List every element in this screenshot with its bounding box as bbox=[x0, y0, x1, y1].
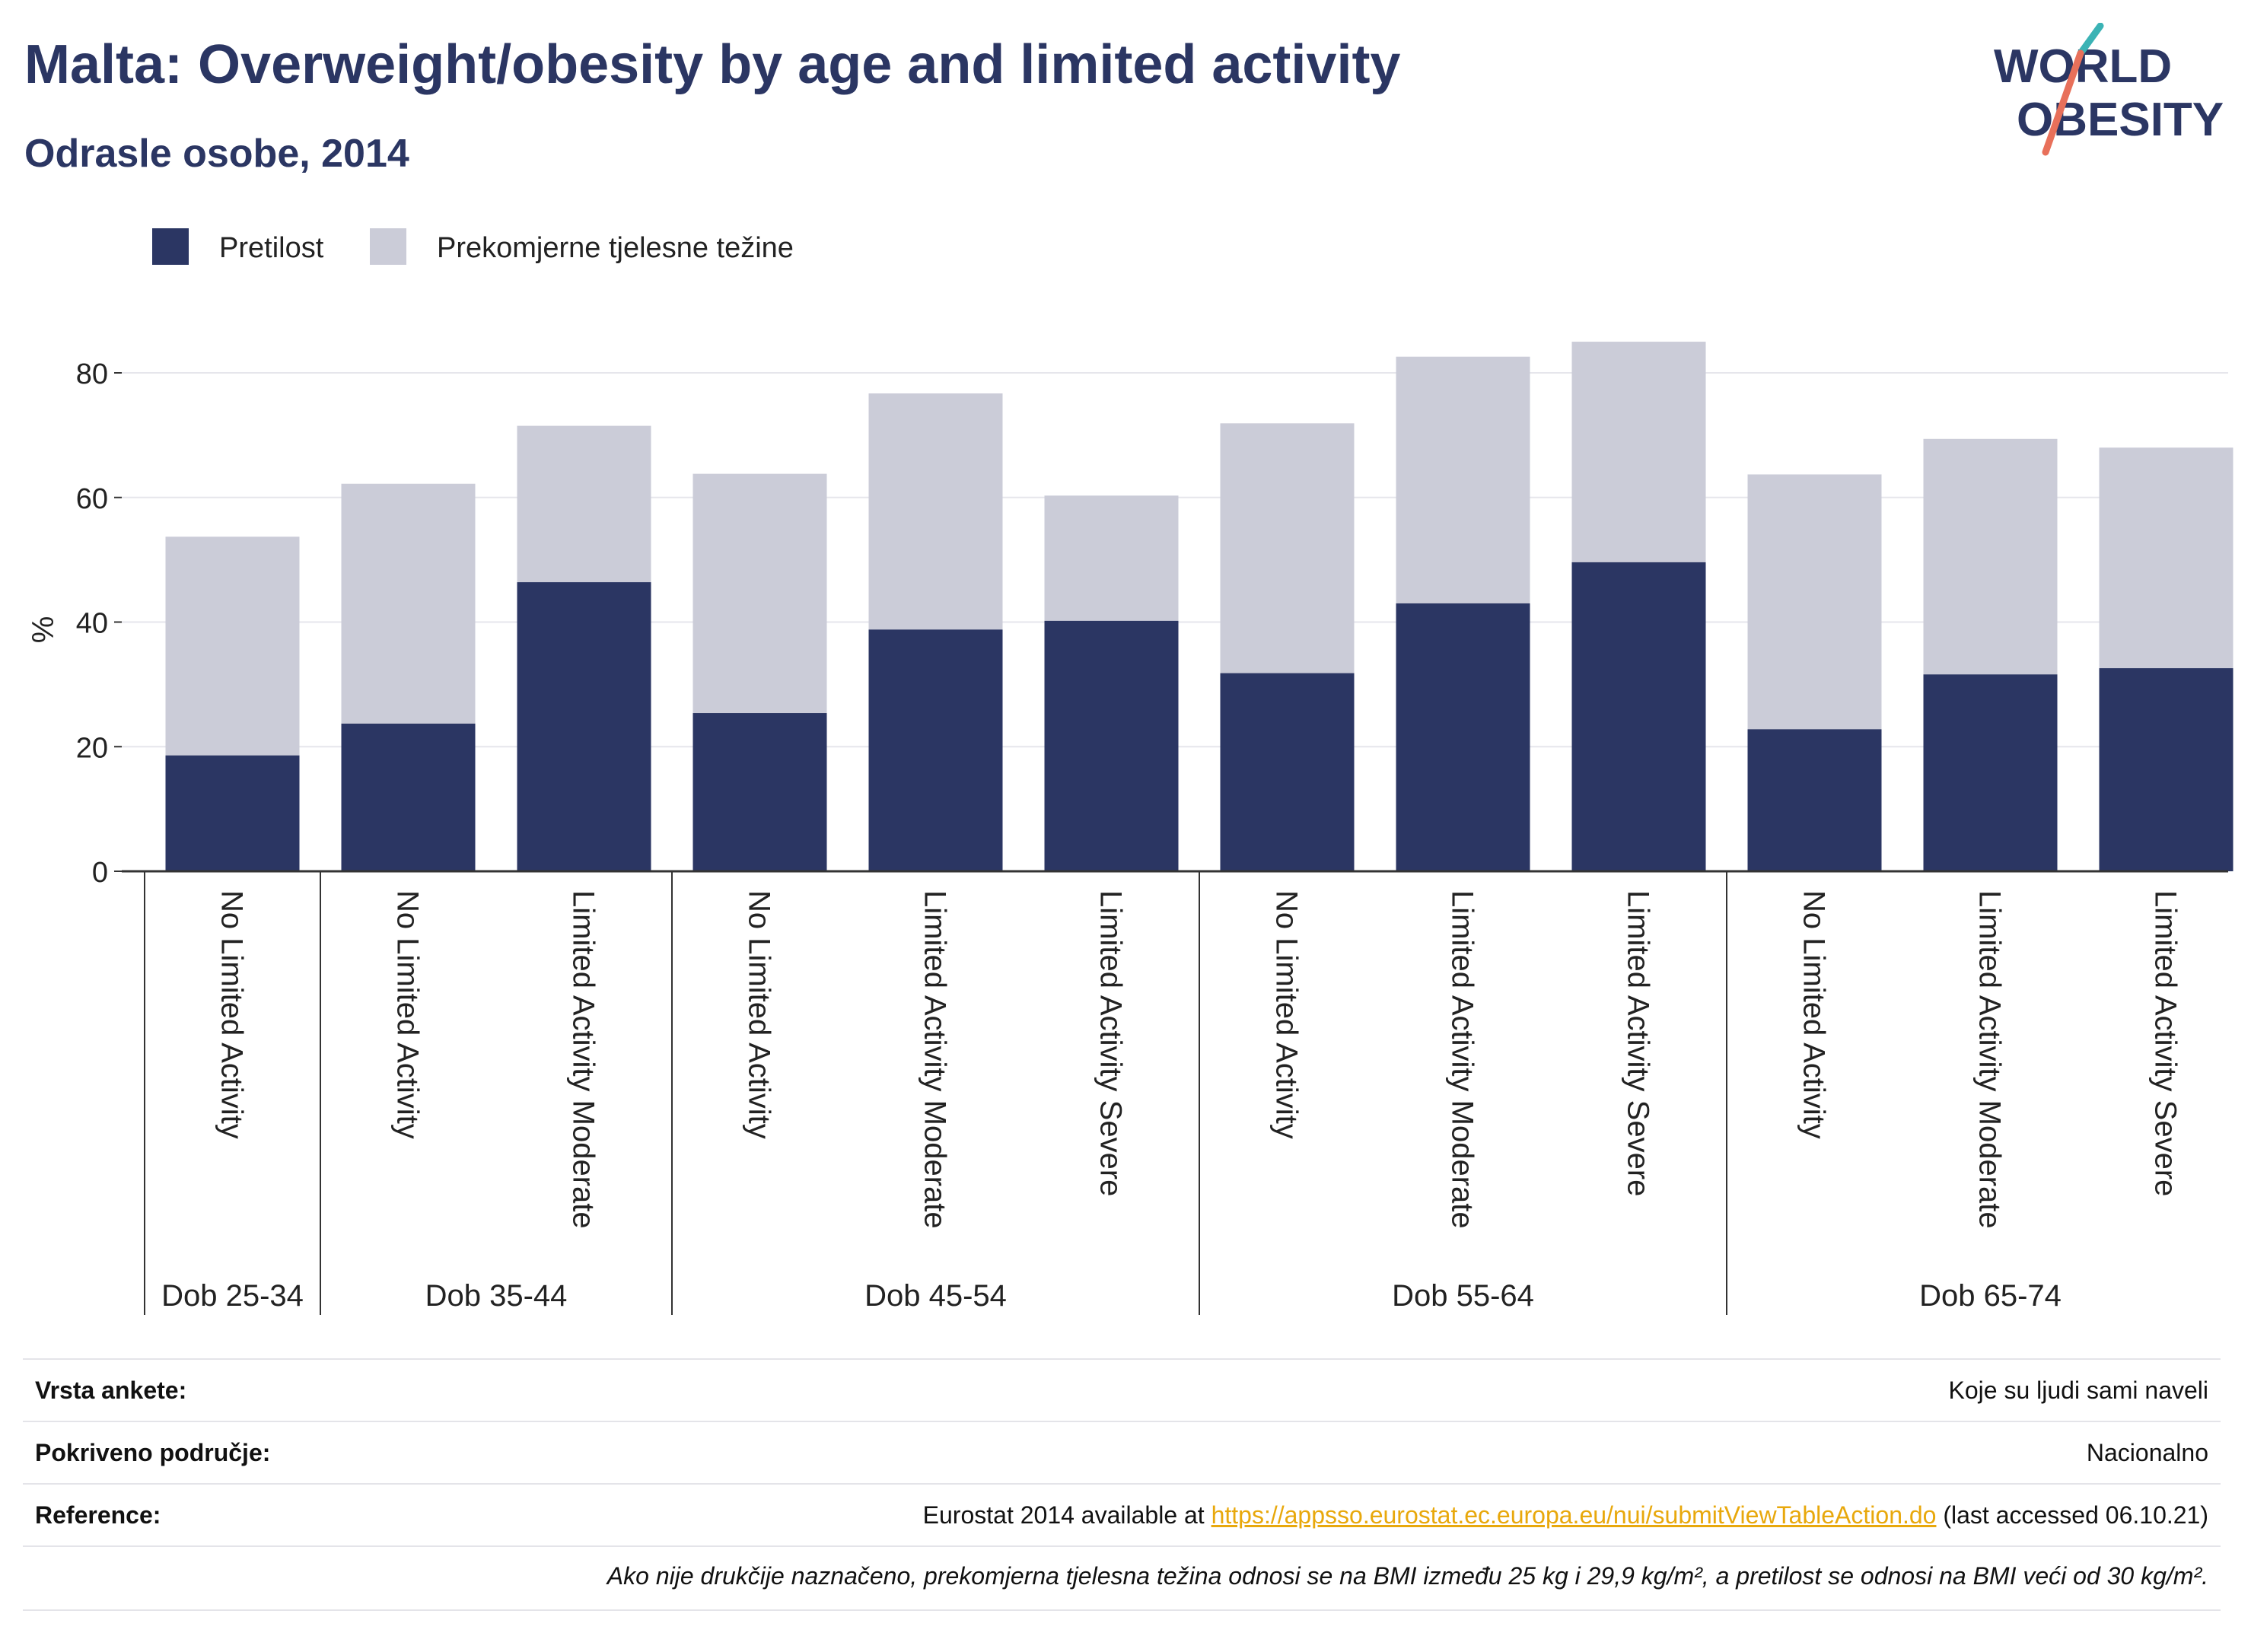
bar-overweight bbox=[517, 425, 651, 583]
bar-obesity bbox=[1044, 620, 1179, 871]
y-tick-label: 40 bbox=[76, 608, 108, 640]
bar-overweight bbox=[165, 536, 300, 756]
survey-label: Vrsta ankete: bbox=[35, 1377, 187, 1404]
coverage-value: Nacionalno bbox=[2086, 1439, 2208, 1466]
x-tick-label: No Limited Activity bbox=[391, 890, 425, 1139]
bar-overweight bbox=[2099, 447, 2233, 669]
meta-row-survey: Vrsta ankete: Koje su ljudi sami naveli bbox=[23, 1358, 2221, 1422]
y-tick-label: 80 bbox=[76, 358, 108, 390]
y-tick-label: 0 bbox=[92, 857, 108, 889]
chart-subtitle: Odrasle osobe, 2014 bbox=[24, 132, 409, 176]
legend-label-overweight: Prekomjerne tjelesne težine bbox=[437, 232, 794, 264]
reference-value: Eurostat 2014 available at https://appss… bbox=[923, 1501, 2208, 1529]
bar-obesity bbox=[1923, 674, 2058, 871]
bar-obesity bbox=[1571, 562, 1706, 871]
bar-obesity bbox=[165, 755, 300, 871]
x-tick-label: Limited Activity Severe bbox=[2149, 890, 2183, 1196]
survey-value: Koje su ljudi sami naveli bbox=[1948, 1377, 2209, 1404]
bar-obesity bbox=[868, 629, 1003, 871]
x-tick-label: No Limited Activity bbox=[1270, 890, 1304, 1139]
bar-overweight bbox=[868, 393, 1003, 630]
x-tick-label: Limited Activity Moderate bbox=[919, 890, 952, 1229]
coverage-label: Pokriveno područje: bbox=[35, 1439, 271, 1466]
bar-overweight bbox=[692, 473, 827, 714]
reference-label: Reference: bbox=[35, 1501, 161, 1529]
x-tick-label: Limited Activity Moderate bbox=[567, 890, 600, 1229]
x-tick-label: No Limited Activity bbox=[743, 890, 776, 1139]
chart: 0 20 40 60 80% Pretilost Prekomjerne tjelesne … bbox=[27, 228, 2233, 1315]
x-group-label: Dob 55-64 bbox=[1392, 1279, 1534, 1313]
reference-link[interactable]: https://appsso.eurostat.ec.europa.eu/nui… bbox=[1211, 1501, 1937, 1529]
bar-obesity bbox=[341, 723, 476, 871]
x-tick-label: No Limited Activity bbox=[1797, 890, 1831, 1139]
meta-row-coverage: Pokriveno područje: Nacionalno bbox=[23, 1421, 2221, 1485]
meta-row-note: Ako nije drukčije naznačeno, prekomjerna… bbox=[23, 1545, 2221, 1611]
x-group-label: Dob 25-34 bbox=[161, 1279, 304, 1313]
y-tick-label: 60 bbox=[76, 483, 108, 515]
x-tick-label: Limited Activity Moderate bbox=[1446, 890, 1479, 1229]
bar-obesity bbox=[1747, 729, 1882, 871]
meta-row-reference: Reference: Eurostat 2014 available at ht… bbox=[23, 1483, 2221, 1547]
x-group-label: Dob 45-54 bbox=[864, 1279, 1007, 1313]
bar-overweight bbox=[1044, 495, 1179, 621]
x-tick-label: Limited Activity Severe bbox=[1094, 890, 1128, 1196]
legend-swatch-obesity bbox=[152, 228, 189, 265]
legend-swatch-overweight bbox=[370, 228, 406, 265]
bar-obesity bbox=[692, 713, 827, 871]
bar-obesity bbox=[1220, 673, 1355, 871]
bar-overweight bbox=[1923, 438, 2058, 675]
x-tick-label: Limited Activity Moderate bbox=[1973, 890, 2007, 1229]
definition-note: Ako nije drukčije naznačeno, prekomjerna… bbox=[607, 1562, 2208, 1590]
reference-suffix: (last accessed 06.10.21) bbox=[1936, 1501, 2208, 1529]
x-group-label: Dob 65-74 bbox=[1919, 1279, 2062, 1313]
bar-obesity bbox=[2099, 668, 2233, 871]
bar-overweight bbox=[1747, 474, 1882, 730]
x-tick-label: No Limited Activity bbox=[215, 890, 249, 1139]
chart-title: Malta: Overweight/obesity by age and lim… bbox=[24, 34, 1401, 95]
world-obesity-logo: WORLD OBESITY bbox=[1994, 23, 2224, 156]
bar-obesity bbox=[517, 582, 651, 871]
reference-prefix: Eurostat 2014 available at bbox=[922, 1501, 1211, 1529]
legend-label-obesity: Pretilost bbox=[219, 232, 324, 264]
bar-overweight bbox=[1220, 423, 1355, 673]
y-tick-label: 20 bbox=[76, 732, 108, 764]
y-axis-label: % bbox=[27, 616, 60, 644]
bar-overweight bbox=[1571, 342, 1706, 562]
bar-obesity bbox=[1396, 603, 1530, 871]
x-group-label: Dob 35-44 bbox=[425, 1279, 568, 1313]
bar-overweight bbox=[341, 483, 476, 724]
x-tick-label: Limited Activity Severe bbox=[1622, 890, 1655, 1196]
bar-overweight bbox=[1396, 356, 1530, 603]
